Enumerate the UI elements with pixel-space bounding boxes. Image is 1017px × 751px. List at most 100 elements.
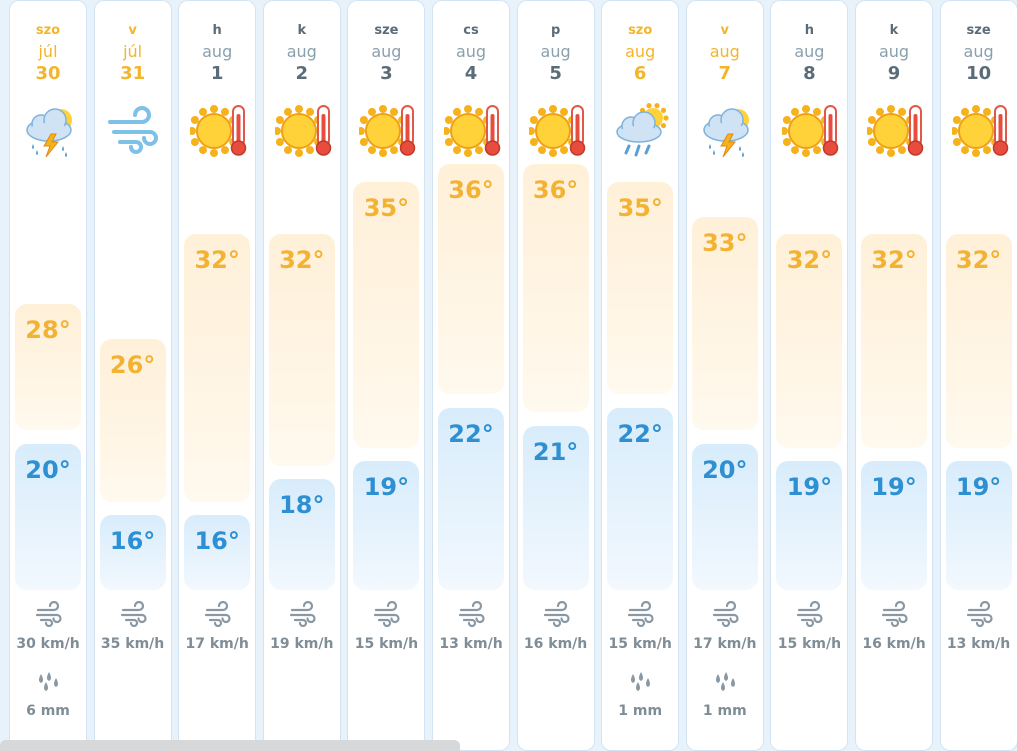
hot-sun-icon xyxy=(526,100,587,160)
day-number: 2 xyxy=(295,63,309,84)
low-temp-bar: 20° xyxy=(691,444,758,590)
high-temp: 32° xyxy=(194,246,240,274)
wind-icon xyxy=(627,600,655,628)
day-column[interactable]: v aug 7 33° 20° 17 km/h 1 mm xyxy=(685,0,764,751)
high-temp-bar: 36° xyxy=(438,164,504,394)
high-temp: 33° xyxy=(702,229,748,257)
day-number: 6 xyxy=(633,63,647,84)
day-of-week: v xyxy=(128,23,137,38)
day-number: 7 xyxy=(718,63,732,84)
day-number: 5 xyxy=(549,63,562,84)
month-label: aug xyxy=(202,42,233,61)
day-column[interactable]: h aug 8 32° 19° 15 km/h xyxy=(770,0,849,751)
thunderstorm-icon xyxy=(21,100,79,160)
low-temp: 20° xyxy=(702,456,748,484)
low-temp: 16° xyxy=(109,527,156,555)
low-temp-bar: 20° xyxy=(15,444,81,590)
low-temp: 22° xyxy=(448,420,494,448)
day-column[interactable]: cs aug 4 36° 22° 13 km/h xyxy=(432,0,510,751)
hot-sun-icon xyxy=(780,100,840,160)
day-number: 8 xyxy=(803,63,816,84)
high-temp-bar: 32° xyxy=(776,234,843,448)
day-column[interactable]: sze aug 3 35° 19° 15 km/h xyxy=(347,0,426,751)
day-column[interactable]: k aug 2 32° 18° 19 km/h xyxy=(262,0,341,751)
wind-icon xyxy=(966,600,994,628)
hot-sun-icon xyxy=(442,100,502,160)
wind-icon xyxy=(881,600,909,628)
high-temp: 32° xyxy=(786,246,833,274)
high-temp-bar: 26° xyxy=(99,339,166,502)
month-label: aug xyxy=(709,42,740,61)
high-temp: 32° xyxy=(279,246,325,274)
day-of-week: szo xyxy=(35,23,61,38)
day-of-week: sze xyxy=(966,23,991,38)
low-temp-bar: 22° xyxy=(438,408,504,590)
wind-icon xyxy=(796,600,824,628)
day-of-week: v xyxy=(720,23,730,38)
high-temp: 36° xyxy=(448,176,494,204)
high-temp-bar: 28° xyxy=(15,304,81,430)
low-temp: 19° xyxy=(363,473,410,501)
low-temp-bar: 21° xyxy=(522,426,589,590)
high-temp: 36° xyxy=(532,176,579,204)
wind-speed: 35 km/h xyxy=(100,636,165,652)
day-column[interactable]: v júl 31 26° 16° 35 km/h xyxy=(93,0,172,751)
high-temp-bar: 32° xyxy=(268,234,335,466)
wind-icon xyxy=(35,600,63,628)
month-label: aug xyxy=(794,42,825,61)
low-temp: 18° xyxy=(279,491,325,519)
month-label: aug xyxy=(540,42,571,61)
wind-icon xyxy=(543,600,571,628)
high-temp: 32° xyxy=(871,246,917,274)
precipitation-amount: 6 mm xyxy=(26,703,70,719)
high-temp-bar: 33° xyxy=(691,217,758,430)
high-temp-bar: 35° xyxy=(607,182,674,394)
low-temp-bar: 16° xyxy=(184,515,251,590)
high-temp-bar: 32° xyxy=(861,234,927,448)
day-column[interactable]: sze aug 10 32° 19° 13 km/h xyxy=(939,0,1017,751)
hot-sun-icon xyxy=(188,100,248,160)
raindrops-icon xyxy=(712,670,740,692)
day-number: 4 xyxy=(464,63,478,84)
low-temp: 20° xyxy=(25,456,71,484)
wind-speed: 19 km/h xyxy=(270,636,334,652)
day-column[interactable]: szo júl 30 28° 20° 30 km/h 6 mm xyxy=(9,0,87,751)
day-of-week: h xyxy=(804,23,815,38)
high-temp-bar: 35° xyxy=(353,182,420,448)
high-temp: 35° xyxy=(363,194,410,222)
wind-icon xyxy=(712,600,740,628)
raindrops-icon xyxy=(627,670,655,692)
low-temp-bar: 22° xyxy=(607,408,674,590)
day-number: 30 xyxy=(35,63,61,84)
wind-speed: 30 km/h xyxy=(16,636,80,652)
month-label: aug xyxy=(963,42,994,61)
month-label: aug xyxy=(371,42,402,61)
day-column[interactable]: p aug 5 36° 21° 16 km/h xyxy=(516,0,595,751)
day-number: 10 xyxy=(966,63,992,84)
wind-icon xyxy=(120,600,148,628)
wind-speed: 16 km/h xyxy=(862,636,926,652)
sun-rain-cloud-icon xyxy=(613,100,671,160)
high-temp-bar: 36° xyxy=(522,164,589,412)
low-temp-bar: 19° xyxy=(945,461,1012,590)
day-column[interactable]: h aug 1 32° 16° 17 km/h xyxy=(178,0,257,751)
wind-speed: 13 km/h xyxy=(439,636,503,652)
raindrops-icon xyxy=(35,670,63,692)
horizontal-scrollbar[interactable] xyxy=(0,740,460,751)
day-of-week: szo xyxy=(628,23,653,38)
hot-sun-icon xyxy=(357,100,417,160)
low-temp-bar: 18° xyxy=(268,479,335,590)
day-column[interactable]: szo aug 6 35° 22° 15 km/h 1 mm xyxy=(601,0,680,751)
wind-icon xyxy=(204,600,232,628)
wind-speed: 17 km/h xyxy=(693,636,757,652)
wind-speed: 15 km/h xyxy=(608,636,672,652)
day-column[interactable]: k aug 9 32° 19° 16 km/h xyxy=(855,0,933,751)
wind-icon xyxy=(458,600,486,628)
low-temp: 19° xyxy=(955,473,1002,501)
wind-speed: 13 km/h xyxy=(946,636,1011,652)
day-of-week: h xyxy=(212,23,222,38)
day-number: 3 xyxy=(380,63,393,84)
month-label: júl xyxy=(123,42,143,61)
low-temp-bar: 19° xyxy=(776,461,843,590)
high-temp: 28° xyxy=(25,316,71,344)
